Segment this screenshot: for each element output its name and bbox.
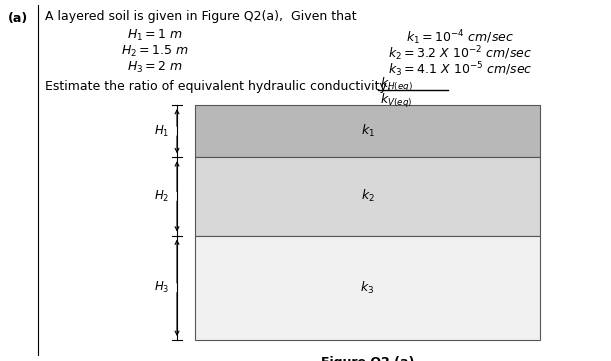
Text: $k_{V(eq)}$: $k_{V(eq)}$ [380, 92, 412, 110]
Text: $k_{H(eq)}$: $k_{H(eq)}$ [380, 76, 413, 94]
Text: $k_1 = 10^{-4}\ cm/sec$: $k_1 = 10^{-4}\ cm/sec$ [406, 28, 514, 47]
Text: Figure Q2 (a): Figure Q2 (a) [321, 356, 414, 361]
Text: $k_2 = 3.2\ X\ 10^{-2}\ cm/sec$: $k_2 = 3.2\ X\ 10^{-2}\ cm/sec$ [388, 44, 532, 63]
Text: $H_1 = 1\ m$: $H_1 = 1\ m$ [127, 28, 183, 43]
Text: (a): (a) [8, 12, 28, 25]
Text: $k_3 = 4.1\ X\ 10^{-5}\ cm/sec$: $k_3 = 4.1\ X\ 10^{-5}\ cm/sec$ [388, 60, 532, 79]
Text: $H_2$: $H_2$ [154, 189, 169, 204]
Bar [195, 105, 540, 157]
Bar [195, 157, 540, 236]
Text: $H_2 = 1.5\ m$: $H_2 = 1.5\ m$ [121, 44, 189, 59]
Bar [195, 236, 540, 340]
Text: Estimate the ratio of equivalent hydraulic conductivity,: Estimate the ratio of equivalent hydraul… [45, 80, 391, 93]
Text: $H_1$: $H_1$ [154, 123, 169, 139]
Text: A layered soil is given in Figure Q2(a),  Given that: A layered soil is given in Figure Q2(a),… [45, 10, 357, 23]
Text: $H_3$: $H_3$ [153, 280, 169, 295]
Text: $k_2$: $k_2$ [360, 188, 375, 204]
Text: $H_3 = 2\ m$: $H_3 = 2\ m$ [127, 60, 183, 75]
Text: $k_3$: $k_3$ [360, 280, 375, 296]
Text: $k_1$: $k_1$ [360, 123, 375, 139]
